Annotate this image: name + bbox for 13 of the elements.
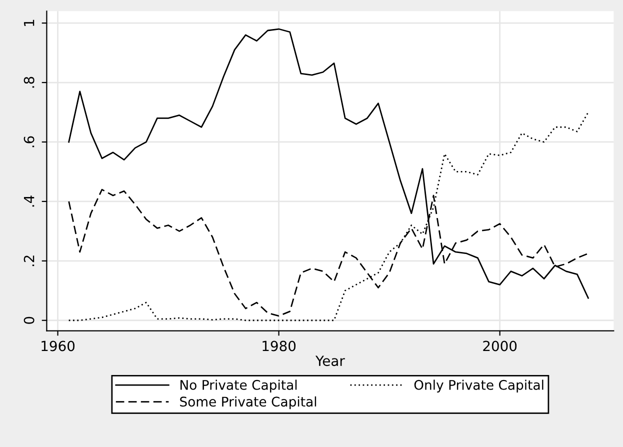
x-tick-label: 1960	[42, 340, 75, 352]
legend-label: No Private Capital	[180, 380, 297, 392]
x-tick-label: 1980	[262, 340, 296, 352]
legend-label: Some Private Capital	[180, 396, 316, 410]
y-tick-label: 1	[24, 20, 34, 26]
x-tick-label: 2000	[483, 340, 517, 352]
y-tick-label: .2	[24, 256, 34, 266]
y-tick-label: .6	[24, 136, 34, 148]
x-axis-title: Year	[315, 356, 345, 366]
legend-label: Only Private Capital	[414, 380, 544, 392]
y-tick-label: .8	[24, 76, 34, 88]
y-tick-label: 0	[24, 316, 34, 324]
y-tick-label: .4	[24, 196, 34, 207]
